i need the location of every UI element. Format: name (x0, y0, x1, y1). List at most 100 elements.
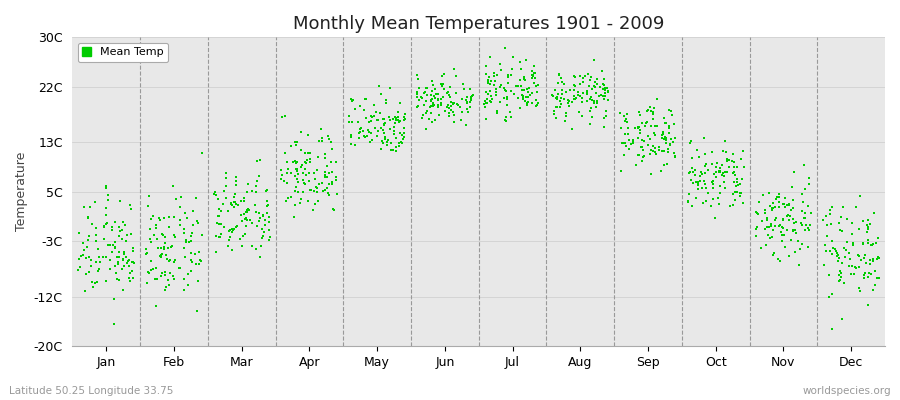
Point (713, 168, 727, 175)
Point (819, 248, 833, 254)
Point (327, 207, 341, 213)
Point (725, 202, 740, 208)
Point (664, 136, 679, 142)
Point (427, 102, 441, 108)
Point (382, 137, 396, 143)
Point (645, 110, 660, 117)
Point (850, 251, 865, 258)
Point (786, 196, 800, 203)
Point (320, 163, 335, 170)
Point (274, 172, 289, 178)
Point (589, 78, 603, 85)
Point (797, 186, 812, 192)
Point (367, 113, 382, 120)
Point (216, 201, 230, 207)
Point (262, 226, 276, 233)
Point (668, 153, 682, 160)
Point (646, 116, 661, 122)
Point (832, 268, 847, 274)
Point (600, 88, 615, 94)
Point (112, 224, 126, 230)
Point (629, 162, 643, 168)
Point (446, 100, 460, 106)
Point (427, 100, 441, 107)
Point (851, 284, 866, 291)
Point (463, 104, 477, 110)
Point (163, 270, 177, 276)
Point (229, 182, 243, 189)
Point (764, 223, 778, 230)
Point (237, 198, 251, 204)
Point (308, 176, 322, 182)
Point (652, 144, 666, 150)
Title: Monthly Mean Temperatures 1901 - 2009: Monthly Mean Temperatures 1901 - 2009 (293, 15, 664, 33)
Point (98, 254, 112, 260)
Point (106, 242, 121, 248)
Point (153, 253, 167, 259)
Point (209, 192, 223, 198)
Point (249, 182, 264, 189)
Point (845, 242, 859, 248)
Point (412, 97, 427, 103)
Point (862, 260, 877, 267)
Point (249, 158, 264, 164)
Point (352, 134, 366, 141)
Point (256, 229, 271, 235)
Point (287, 172, 302, 179)
Point (239, 209, 254, 215)
Point (191, 278, 205, 284)
Point (112, 248, 127, 255)
Point (853, 288, 868, 294)
Point (733, 190, 747, 196)
Point (833, 214, 848, 220)
Point (211, 213, 225, 219)
Point (427, 93, 441, 99)
Point (245, 188, 259, 194)
Point (162, 224, 176, 230)
Point (771, 204, 786, 210)
Point (158, 286, 173, 293)
Point (442, 110, 456, 116)
Point (553, 104, 567, 110)
Point (235, 218, 249, 224)
Point (530, 101, 544, 108)
Point (525, 74, 539, 81)
Point (559, 89, 573, 96)
Point (655, 148, 670, 154)
Point (290, 168, 304, 174)
Point (487, 82, 501, 88)
Point (582, 77, 597, 83)
Point (261, 202, 275, 208)
Point (296, 170, 310, 176)
Point (493, 98, 508, 105)
Point (635, 153, 650, 160)
Point (656, 114, 670, 121)
Point (483, 80, 498, 87)
Point (212, 213, 226, 219)
Point (164, 244, 178, 250)
Point (695, 171, 709, 178)
Point (380, 139, 394, 145)
Point (290, 159, 304, 166)
Point (148, 275, 162, 282)
Point (501, 73, 516, 80)
Point (461, 109, 475, 116)
Point (716, 173, 731, 180)
Point (547, 87, 562, 93)
Point (656, 136, 670, 142)
Point (464, 94, 478, 100)
Point (387, 128, 401, 134)
Point (97, 224, 112, 230)
Point (518, 76, 532, 82)
Point (624, 140, 638, 147)
Point (217, 224, 231, 230)
Point (714, 183, 728, 189)
Point (252, 173, 266, 180)
Point (853, 193, 868, 199)
Point (704, 203, 718, 209)
Point (174, 194, 188, 200)
Point (804, 210, 818, 216)
Point (99, 205, 113, 211)
Point (93, 258, 107, 265)
Point (582, 96, 597, 102)
